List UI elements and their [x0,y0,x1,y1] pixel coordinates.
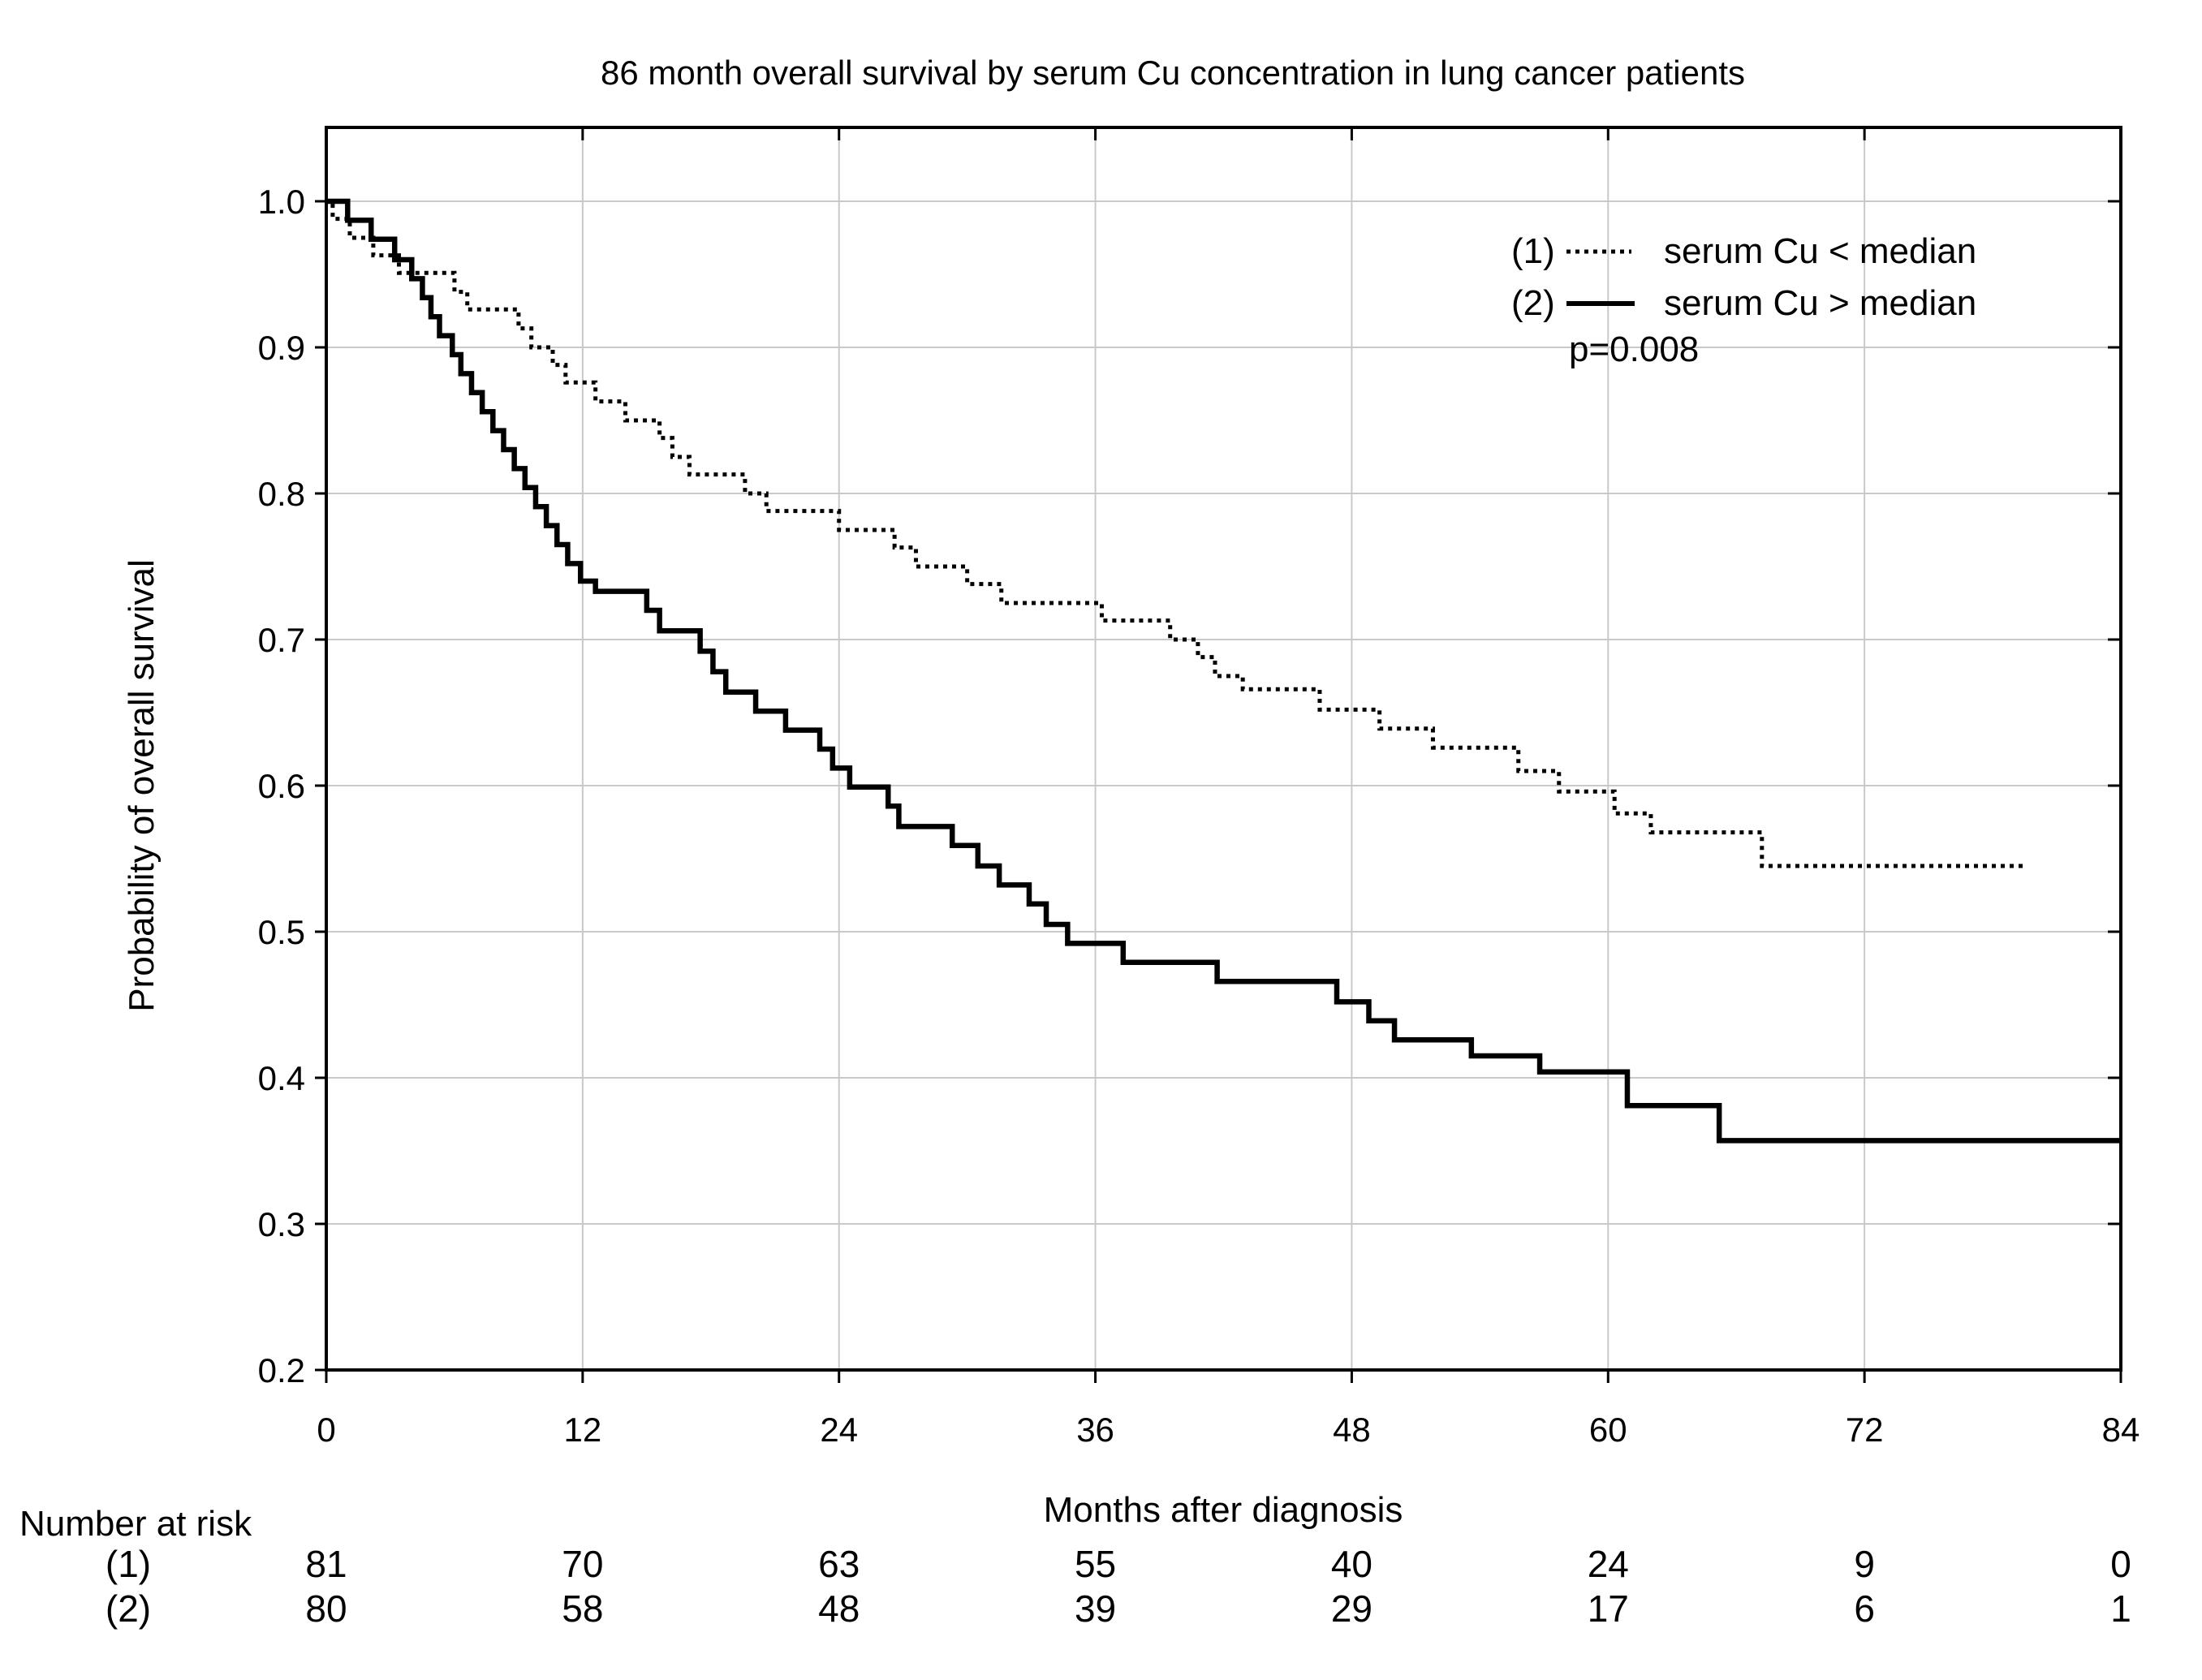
y-tick-label: 0.9 [258,329,305,367]
at-risk-value: 58 [562,1587,604,1630]
y-tick-label: 0.3 [258,1205,305,1243]
at-risk-value: 39 [1074,1587,1117,1630]
at-risk-value: 70 [562,1543,604,1585]
legend-series-2-label: serum Cu > median [1664,283,1977,323]
x-axis-label: Months after diagnosis [1043,1490,1403,1530]
y-tick-label: 1.0 [258,183,305,221]
at-risk-value: 55 [1074,1543,1117,1585]
y-tick-label: 0.8 [258,475,305,513]
at-risk-value: 9 [1854,1543,1875,1585]
survival-curve-2-solid [326,198,2121,1144]
at-risk-value: 40 [1330,1543,1373,1585]
at-risk-value: 17 [1587,1587,1629,1630]
y-tick-label: 0.5 [258,913,305,951]
at-risk-row-1-label: (1) [105,1543,152,1585]
x-tick-label: 84 [2102,1411,2140,1449]
legend-row-2: (2) serum Cu > median [1511,278,1976,330]
chart-title: 86 month overall survival by serum Cu co… [600,54,1746,92]
legend-row-1: (1) serum Cu < median [1511,226,1976,278]
legend: (1) serum Cu < median (2) serum Cu > med… [1511,226,1976,370]
plot-frame [325,126,2122,1372]
x-tick-label: 12 [563,1411,601,1449]
x-tick-label: 72 [1846,1411,1884,1449]
x-tick-label: 60 [1589,1411,1627,1449]
y-tick-label: 0.4 [258,1059,305,1097]
at-risk-value: 29 [1330,1587,1373,1630]
number-at-risk-heading: Number at risk [19,1504,252,1544]
y-axis-label: Probability of overall survival [122,559,162,1012]
p-value-label: p=0.008 [1569,330,1700,369]
at-risk-value: 80 [305,1587,347,1630]
dotted-line-swatch [1566,247,1664,256]
survival-curve-1-dotted [326,199,2025,868]
at-risk-value: 6 [1854,1587,1875,1630]
x-tick-label: 48 [1333,1411,1371,1449]
at-risk-value: 63 [818,1543,860,1585]
x-tick-label: 24 [820,1411,858,1449]
y-tick-label: 0.7 [258,621,305,659]
legend-series-1-label: serum Cu < median [1664,231,1977,271]
legend-series-1-id: (1) [1511,231,1555,271]
solid-line-swatch [1566,299,1664,308]
at-risk-value: 81 [305,1543,347,1585]
at-risk-value: 24 [1587,1543,1629,1585]
y-tick-label: 0.2 [258,1351,305,1389]
at-risk-row-2-label: (2) [105,1587,152,1630]
gridlines [326,127,2121,1370]
legend-series-2-id: (2) [1511,283,1555,323]
at-risk-value: 0 [2110,1543,2131,1585]
x-tick-label: 0 [317,1411,335,1449]
at-risk-value: 48 [818,1587,860,1630]
y-tick-label: 0.6 [258,767,305,805]
at-risk-value: 1 [2110,1587,2131,1630]
axis-ticks [315,127,2122,1383]
x-tick-label: 36 [1076,1411,1114,1449]
